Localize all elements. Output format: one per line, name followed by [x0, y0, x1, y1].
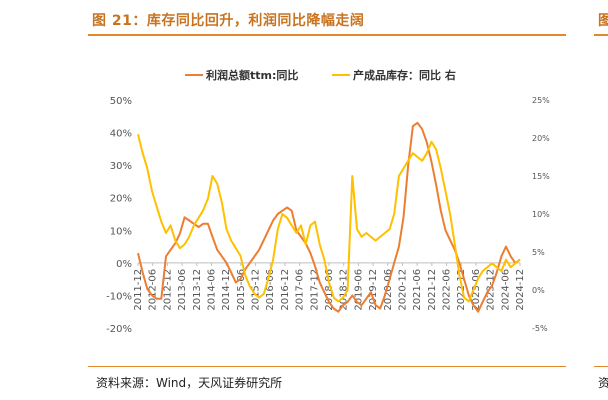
x-tick-label: 2016-06 — [265, 269, 276, 311]
right-tick-label: 15% — [532, 172, 550, 181]
x-tick-label: 2014-06 — [206, 269, 217, 311]
x-tick-label: 2017-06 — [295, 269, 306, 311]
right-tick-label: -5% — [532, 324, 548, 333]
next-figure-title-rule — [594, 34, 608, 36]
right-tick-label: 5% — [532, 248, 545, 257]
x-tick-label: 2023-06 — [471, 269, 482, 311]
x-tick-label: 2013-12 — [192, 269, 203, 311]
x-tick-label: 2024-06 — [500, 269, 511, 311]
left-tick-label: 40% — [110, 129, 132, 140]
left-tick-label: 30% — [110, 161, 132, 172]
next-figure-source-rule — [594, 366, 608, 367]
x-tick-label: 2024-12 — [515, 269, 526, 311]
x-tick-label: 2018-12 — [339, 269, 350, 311]
page-title: 图 21：库存同比回升，利润同比降幅走阔 — [92, 13, 365, 29]
x-tick-label: 2017-12 — [309, 269, 320, 311]
x-tick-label: 2011-12 — [133, 269, 144, 311]
right-axis: -5% 0% 5% 10% 15% 20% 25% — [532, 96, 550, 333]
left-tick-label: 50% — [110, 96, 132, 107]
right-tick-label: 10% — [532, 210, 550, 219]
x-tick-label: 2020-06 — [383, 269, 394, 311]
source-note: 资料来源：Wind，天风证券研究所 — [96, 376, 283, 390]
series-layer — [137, 121, 521, 313]
x-tick-label: 2013-06 — [177, 269, 188, 311]
series-line-inventory — [137, 133, 521, 303]
x-tick-label: 2016-12 — [280, 269, 291, 311]
x-tick-label: 2018-06 — [324, 269, 335, 311]
title-rule — [88, 34, 566, 36]
x-tick-label: 2019-06 — [353, 269, 364, 311]
source-rule — [88, 366, 566, 367]
x-tick-label: 2020-12 — [397, 269, 408, 311]
x-tick-label: 2019-12 — [368, 269, 379, 311]
legend-label-profit: 利润总额ttm:同比 — [206, 68, 298, 82]
left-tick-label: -10% — [106, 291, 132, 302]
x-tick-label: 2021-12 — [427, 269, 438, 311]
left-tick-label: -20% — [106, 324, 132, 335]
x-tick-label: 2021-06 — [412, 269, 423, 311]
x-tick-label: 2023-12 — [486, 269, 497, 311]
x-tick-label: 2012-12 — [162, 269, 173, 311]
legend: 利润总额ttm:同比 产成品库存：同比 右 — [185, 68, 456, 82]
x-tick-label: 2015-06 — [236, 269, 247, 311]
x-tick-label: 2015-12 — [251, 269, 262, 311]
x-tick-label: 2014-12 — [221, 269, 232, 311]
x-axis: 2011-12 2012-06 2012-12 2013-06 2013-12 2014-… — [133, 262, 526, 311]
legend-label-inventory: 产成品库存：同比 右 — [353, 68, 456, 82]
right-tick-label: 0% — [532, 286, 545, 295]
left-tick-label: 20% — [110, 194, 132, 205]
x-tick-label: 2022-06 — [442, 269, 453, 311]
x-tick-label: 2012-06 — [148, 269, 159, 311]
left-tick-label: 10% — [110, 226, 132, 237]
right-tick-label: 25% — [532, 96, 550, 105]
left-tick-label: 0% — [116, 259, 132, 270]
next-figure-title-fragment: 图 — [598, 13, 608, 29]
next-figure-source-fragment: 资 — [598, 376, 608, 390]
left-axis: -20% -10% 0% 10% 20% 30% 40% 50% — [106, 96, 132, 335]
right-tick-label: 20% — [532, 134, 550, 143]
